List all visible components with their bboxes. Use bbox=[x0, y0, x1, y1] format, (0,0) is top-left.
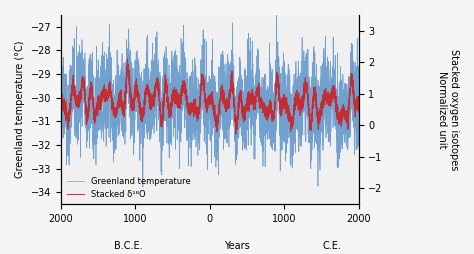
Stacked δ¹⁸O bbox=[332, 87, 337, 90]
Stacked δ¹⁸O bbox=[356, 104, 361, 107]
Line: Stacked δ¹⁸O: Stacked δ¹⁸O bbox=[61, 59, 358, 134]
Y-axis label: Stacked oxygen isotopes
Normalized unit: Stacked oxygen isotopes Normalized unit bbox=[438, 49, 459, 170]
Text: B.C.E.: B.C.E. bbox=[114, 241, 142, 251]
Greenland temperature bbox=[58, 87, 64, 90]
Stacked δ¹⁸O bbox=[183, 99, 189, 102]
Greenland temperature bbox=[140, 185, 146, 188]
Stacked δ¹⁸O bbox=[346, 96, 352, 99]
Stacked δ¹⁸O bbox=[200, 81, 205, 84]
Stacked δ¹⁸O bbox=[58, 96, 64, 99]
Greenland temperature bbox=[346, 130, 352, 133]
Stacked δ¹⁸O bbox=[185, 112, 191, 115]
Greenland temperature bbox=[185, 100, 191, 103]
Line: Greenland temperature: Greenland temperature bbox=[61, 0, 358, 187]
Greenland temperature bbox=[183, 99, 189, 102]
Stacked δ¹⁸O bbox=[125, 57, 130, 60]
Greenland temperature bbox=[273, 0, 279, 1]
Text: C.E.: C.E. bbox=[322, 241, 341, 251]
Text: Years: Years bbox=[224, 241, 250, 251]
Greenland temperature bbox=[332, 101, 337, 104]
Stacked δ¹⁸O bbox=[274, 71, 280, 74]
Greenland temperature bbox=[356, 92, 361, 95]
Legend: Greenland temperature, Stacked δ¹⁸O: Greenland temperature, Stacked δ¹⁸O bbox=[64, 173, 193, 202]
Greenland temperature bbox=[274, 101, 280, 104]
Greenland temperature bbox=[200, 83, 205, 86]
Y-axis label: Greenland temperature (°C): Greenland temperature (°C) bbox=[15, 41, 25, 178]
Stacked δ¹⁸O bbox=[233, 133, 238, 136]
